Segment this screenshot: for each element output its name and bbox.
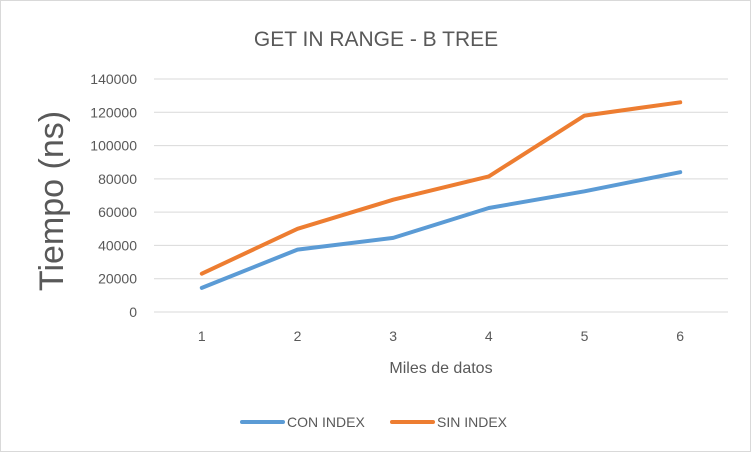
y-tick-label: 80000 [98,171,137,187]
legend-label: CON INDEX [287,414,365,430]
y-tick-label: 100000 [90,138,137,154]
y-tick-label: 120000 [90,104,137,120]
y-tick-label: 0 [129,304,137,320]
y-axis-title: Tiempo (ns) [33,111,71,291]
y-tick-label: 140000 [90,71,137,87]
series-line-con-index [199,170,683,290]
x-tick-label: 4 [485,328,493,344]
legend-label: SIN INDEX [437,414,508,430]
series-lines [199,100,683,290]
y-tick-label: 20000 [98,271,137,287]
x-tick-label: 3 [389,328,397,344]
gridlines [154,78,728,313]
chart-title: GET IN RANGE - B TREE [254,28,498,51]
legend: CON INDEX SIN INDEX [240,414,508,430]
x-tick-label: 2 [294,328,302,344]
x-axis-ticks: 1 2 3 4 5 6 [198,328,684,344]
series-line-sin-index [199,100,683,276]
y-tick-label: 60000 [98,204,137,220]
x-axis-title: Miles de datos [389,360,492,377]
y-tick-label: 40000 [98,237,137,253]
x-tick-label: 6 [676,328,684,344]
y-axis-ticks: 0 20000 40000 60000 80000 100000 120000 140000 [90,71,137,320]
x-tick-label: 1 [198,328,206,344]
x-tick-label: 5 [581,328,589,344]
